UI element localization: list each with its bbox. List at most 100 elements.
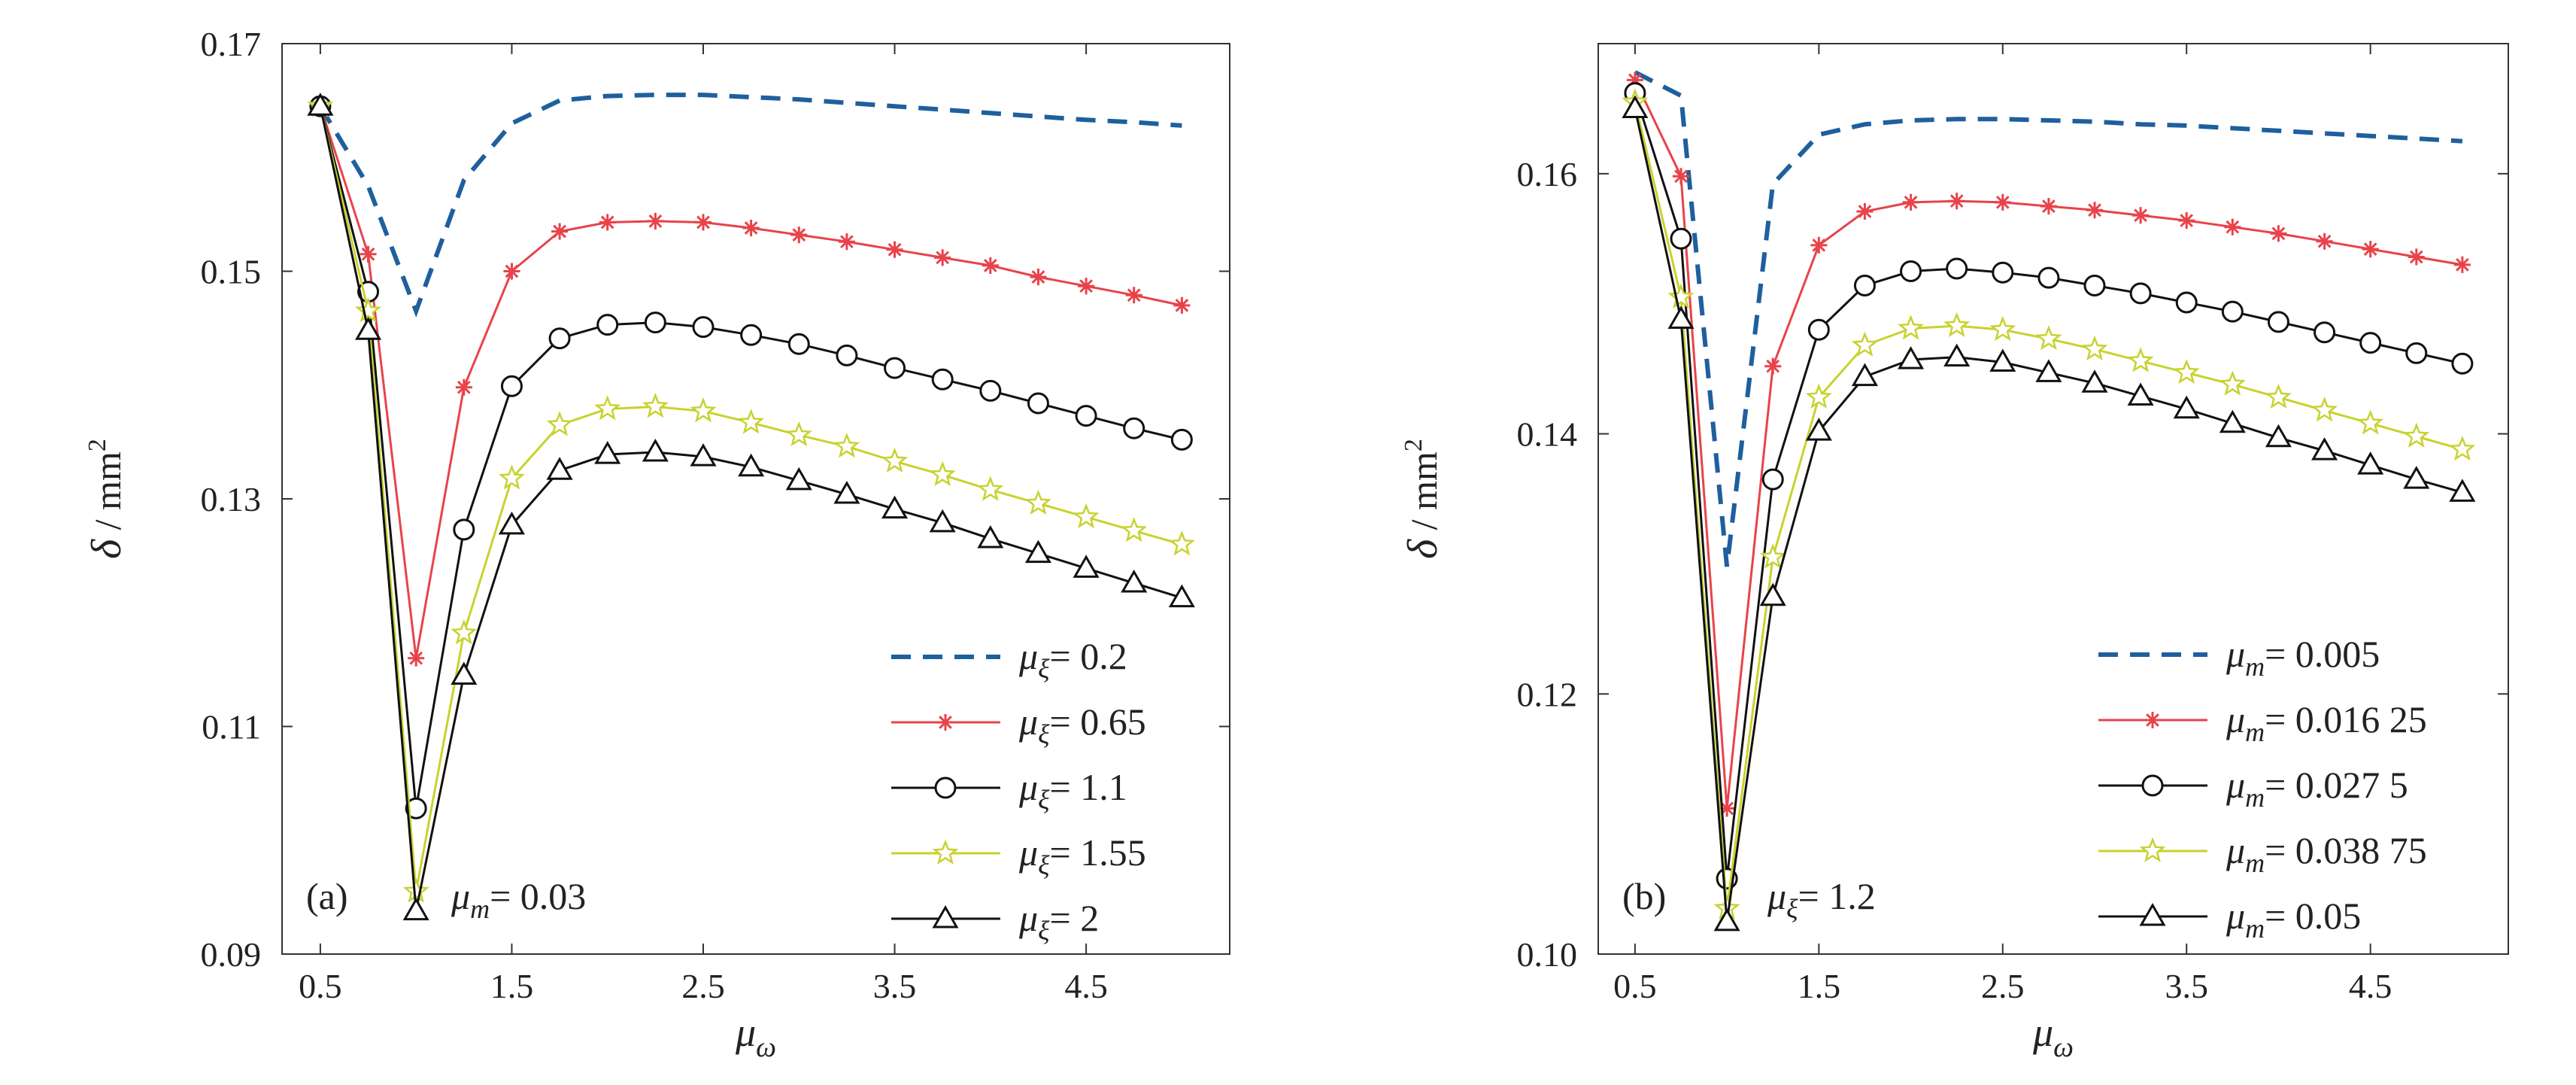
data-point-s5 <box>2173 395 2200 419</box>
data-point-s2 <box>934 249 951 266</box>
data-point-s5 <box>355 317 382 340</box>
data-point-s5 <box>1622 95 1649 118</box>
x-tick-label: 4.5 <box>2349 967 2392 1005</box>
data-point-s5 <box>2265 424 2292 448</box>
legend-label-1: μξ= 0.2 <box>1018 635 1127 684</box>
y-axis-label: δ / mm2 <box>1400 439 1446 559</box>
data-point-s3 <box>500 375 523 397</box>
data-point-s5 <box>1024 539 1051 564</box>
data-point-s4 <box>451 619 478 645</box>
data-point-s2 <box>360 245 377 263</box>
data-point-s4 <box>1989 315 2016 342</box>
data-point-s2 <box>2408 248 2425 266</box>
data-point-s5 <box>690 443 717 467</box>
data-point-s2 <box>2132 207 2150 224</box>
series-line-1 <box>318 93 1182 318</box>
data-point-s5 <box>977 524 1004 549</box>
data-point-s5 <box>1943 343 1971 367</box>
data-point-s3 <box>2359 332 2382 354</box>
data-point-s5 <box>1073 555 1100 578</box>
legend-marker-2 <box>2144 712 2162 728</box>
panel-label: (a) <box>306 875 348 917</box>
data-point-s5 <box>402 897 429 921</box>
data-point-s4 <box>1073 503 1100 529</box>
data-point-s2 <box>1078 278 1095 295</box>
legend-marker-5 <box>2139 903 2166 926</box>
legend-marker-3 <box>2141 774 2164 797</box>
data-point-s2 <box>2453 256 2471 273</box>
y-tick-label: 0.14 <box>1517 415 1578 454</box>
data-point-s5 <box>2403 466 2430 489</box>
plot-frame <box>281 43 1230 955</box>
data-point-s5 <box>594 441 621 464</box>
y-tick-label: 0.12 <box>1517 675 1578 713</box>
data-point-s2 <box>503 263 520 280</box>
legend-label-5: μm= 0.05 <box>2226 895 2361 944</box>
data-point-s5 <box>1898 346 1925 369</box>
data-point-s3 <box>405 797 427 819</box>
x-tick-label: 2.5 <box>1981 967 2025 1005</box>
data-point-s4 <box>833 433 860 458</box>
parameter-annotation: μm= 0.03 <box>451 875 586 924</box>
legend-label-4: μξ= 1.55 <box>1018 831 1146 880</box>
data-point-s3 <box>2314 321 2336 344</box>
parameter-annotation: μξ= 1.2 <box>1767 875 1876 924</box>
x-tick-label: 0.5 <box>299 967 342 1005</box>
data-point-s3 <box>2083 275 2106 297</box>
data-point-s2 <box>647 212 664 229</box>
data-point-s2 <box>1948 193 1965 210</box>
data-point-s4 <box>977 476 1004 501</box>
data-point-s2 <box>1672 168 1690 185</box>
x-tick-label: 3.5 <box>873 967 917 1005</box>
data-point-s4 <box>2357 409 2384 435</box>
data-point-s4 <box>2081 335 2108 361</box>
data-point-s4 <box>1024 489 1051 515</box>
legend-label-2: μm= 0.016 25 <box>2226 698 2427 747</box>
panel-b: 0.5 1.5 2.5 3.5 4.5 0.10 0.12 0.14 0.16 μω δ / mm2… <box>1400 43 2509 1063</box>
data-point-s3 <box>1075 405 1097 427</box>
data-point-s2 <box>2086 202 2104 219</box>
data-point-s5 <box>929 509 956 533</box>
data-point-s2 <box>1810 236 1828 254</box>
x-tick-label: 2.5 <box>681 967 725 1005</box>
data-point-s2 <box>695 214 712 231</box>
data-point-s4 <box>738 409 765 434</box>
data-point-s2 <box>1902 193 1919 211</box>
legend-label-3: μm= 0.027 5 <box>2226 764 2408 813</box>
data-point-s4 <box>1168 530 1195 556</box>
legend-marker-2 <box>937 714 954 731</box>
data-point-s3 <box>836 344 858 366</box>
data-point-s3 <box>979 379 1002 402</box>
data-point-s4 <box>2265 383 2292 409</box>
y-tick-label: 0.17 <box>201 25 262 63</box>
data-point-s3 <box>1027 392 1049 415</box>
data-point-s3 <box>453 518 475 541</box>
data-point-s5 <box>2311 437 2338 460</box>
data-point-s3 <box>1992 261 2014 284</box>
data-point-s2 <box>551 223 569 240</box>
data-point-s4 <box>785 421 812 447</box>
data-point-s2 <box>1626 71 1643 89</box>
data-point-s3 <box>2221 300 2244 323</box>
data-point-s5 <box>1759 582 1786 606</box>
series-line-2 <box>319 105 1182 659</box>
data-point-s4 <box>2403 422 2430 448</box>
data-point-s4 <box>1121 516 1148 542</box>
data-point-s3 <box>2037 266 2060 289</box>
legend-label-4: μm= 0.038 75 <box>2226 829 2427 878</box>
x-tick-label: 4.5 <box>1064 967 1108 1005</box>
data-point-s4 <box>498 464 525 490</box>
data-point-s2 <box>2224 218 2241 236</box>
data-point-s4 <box>402 877 429 903</box>
data-point-s5 <box>498 511 525 535</box>
data-point-s5 <box>1168 584 1195 608</box>
data-point-s2 <box>886 241 903 258</box>
data-point-s2 <box>2316 232 2333 250</box>
data-point-s4 <box>881 447 909 473</box>
data-point-s5 <box>2357 451 2384 475</box>
data-point-s3 <box>2405 342 2428 364</box>
y-tick-label: 0.13 <box>201 480 262 518</box>
data-point-s2 <box>1856 202 1874 220</box>
data-point-s4 <box>355 297 382 323</box>
data-point-s3 <box>2129 282 2152 305</box>
